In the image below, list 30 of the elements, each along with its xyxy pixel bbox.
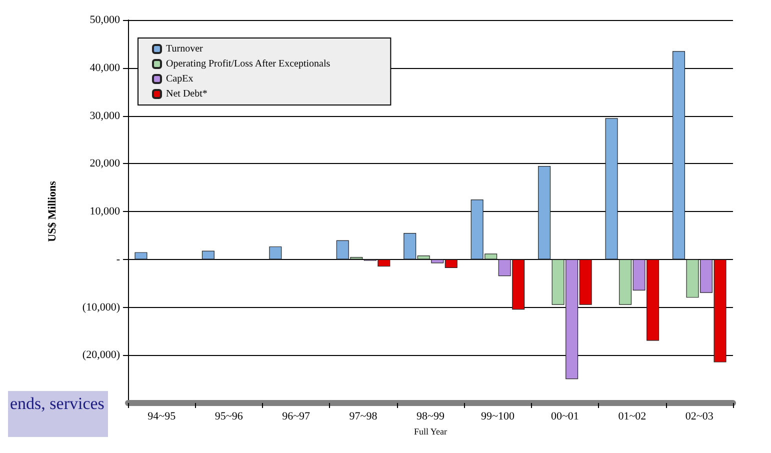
bar bbox=[538, 166, 551, 260]
y-axis-title: US$ Millions bbox=[46, 180, 58, 242]
x-tick-label: 99~100 bbox=[480, 410, 515, 422]
bar bbox=[269, 246, 282, 260]
x-tick-label: 97~98 bbox=[349, 410, 378, 422]
x-tick-label: 00~01 bbox=[550, 410, 579, 422]
x-tick-label: 96~97 bbox=[282, 410, 311, 422]
y-tick-label: 20,000 bbox=[90, 158, 120, 170]
y-tick-label: 10,000 bbox=[90, 206, 120, 218]
legend-label: Operating Profit/Loss After Exceptionals bbox=[166, 58, 330, 70]
legend-label: CapEx bbox=[166, 74, 194, 84]
y-tick-label: (20,000) bbox=[82, 349, 120, 362]
legend-label: Net Debt* bbox=[166, 88, 208, 100]
bar bbox=[202, 250, 214, 260]
bar bbox=[672, 51, 686, 260]
x-axis-title: Full Year bbox=[414, 426, 448, 436]
bar bbox=[134, 252, 148, 260]
y-tick-label: (10,000) bbox=[82, 301, 120, 314]
y-tick-label: 30,000 bbox=[90, 110, 120, 122]
y-tick-label: - bbox=[116, 253, 120, 266]
y-tick-label: 40,000 bbox=[90, 62, 120, 74]
y-tick-label: 50,000 bbox=[90, 14, 120, 26]
x-tick-label: 95~96 bbox=[214, 410, 244, 422]
text: ends, services bbox=[10, 394, 104, 413]
bar bbox=[605, 118, 618, 260]
x-tick-label: 94~95 bbox=[148, 410, 176, 422]
legend-label: Turnover bbox=[166, 44, 204, 54]
x-tick-label: 98~99 bbox=[416, 410, 445, 422]
x-tick-label: 01~02 bbox=[618, 410, 646, 422]
x-tick-label: 02~03 bbox=[685, 410, 714, 422]
